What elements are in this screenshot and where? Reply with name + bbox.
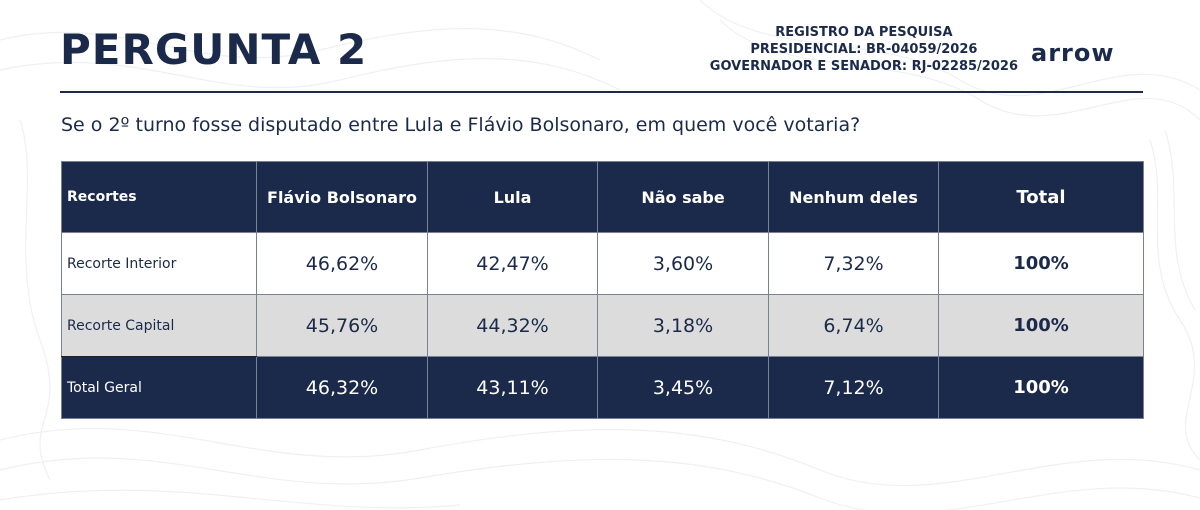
cell-value: 44,32% [427,294,598,357]
registry-line: GOVERNADOR E SENADOR: RJ-02285/2026 [709,59,1018,74]
cell-value: 43,11% [427,356,598,419]
cell-total: 100% [938,294,1144,357]
row-label: Total Geral [61,356,257,419]
table-row: Recorte Capital 45,76% 44,32% 3,18% 6,74… [61,294,1144,357]
cell-total: 100% [938,356,1144,419]
cell-value: 7,12% [768,356,939,419]
cell-value: 46,62% [256,232,428,295]
cell-value: 7,32% [768,232,939,295]
column-header-flavio: Flávio Bolsonaro [256,161,428,233]
results-table: Recortes Flávio Bolsonaro Lula Não sabe … [61,161,1144,419]
column-header-recortes: Recortes [61,161,257,233]
cell-value: 45,76% [256,294,428,357]
table-header-row: Recortes Flávio Bolsonaro Lula Não sabe … [61,161,1144,233]
survey-registry: REGISTRO DA PESQUISA PRESIDENCIAL: BR-04… [710,24,1018,75]
column-header-total: Total [938,161,1144,233]
cell-value: 46,32% [256,356,428,419]
table-row: Recorte Interior 46,62% 42,47% 3,60% 7,3… [61,232,1144,295]
row-label: Recorte Capital [61,294,257,357]
registry-line: REGISTRO DA PESQUISA [775,25,953,40]
column-header-nao-sabe: Não sabe [597,161,769,233]
page-title: PERGUNTA 2 [60,25,368,74]
cell-value: 6,74% [768,294,939,357]
column-header-lula: Lula [427,161,598,233]
row-label: Recorte Interior [61,232,257,295]
table-row-total: Total Geral 46,32% 43,11% 3,45% 7,12% 10… [61,356,1144,419]
registry-line: PRESIDENCIAL: BR-04059/2026 [750,42,978,57]
cell-value: 42,47% [427,232,598,295]
cell-value: 3,60% [597,232,769,295]
cell-value: 3,45% [597,356,769,419]
arrow-logo: arrow [1031,39,1115,67]
header-divider [60,91,1143,93]
question-text: Se o 2º turno fosse disputado entre Lula… [61,114,861,136]
column-header-nenhum: Nenhum deles [768,161,939,233]
cell-total: 100% [938,232,1144,295]
cell-value: 3,18% [597,294,769,357]
